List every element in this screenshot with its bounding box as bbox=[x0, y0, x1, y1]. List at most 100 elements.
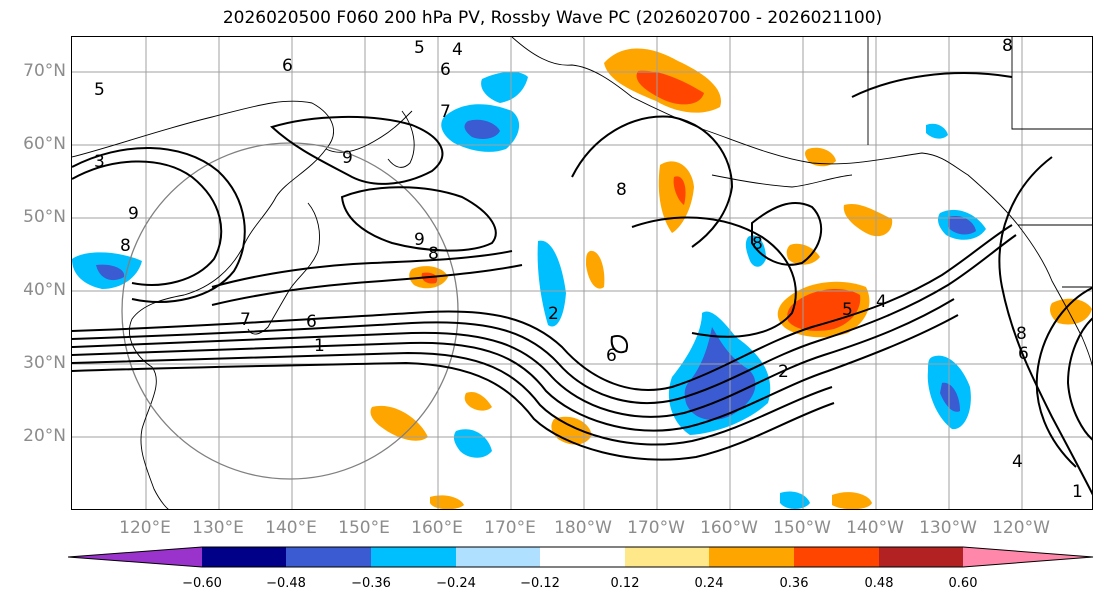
colorbar-segment bbox=[286, 547, 371, 567]
shade-pos-mid6 bbox=[805, 147, 836, 167]
lon-label-160w: 160°W bbox=[700, 518, 758, 538]
contour-label: 7 bbox=[440, 102, 451, 122]
lat-label-30n: 30°N bbox=[23, 353, 66, 373]
shade-neg-mid3 bbox=[453, 429, 492, 458]
shade-pos-mid3 bbox=[370, 405, 428, 441]
lon-label-180w: 180°W bbox=[554, 518, 612, 538]
contour-label: 5 bbox=[842, 300, 853, 320]
shade-neg-west-core bbox=[96, 264, 125, 281]
lat-label-20n: 20°N bbox=[23, 426, 66, 446]
graticule bbox=[72, 37, 1092, 509]
shade-pos-mid1 bbox=[843, 203, 893, 237]
shade-pos-mid7 bbox=[1050, 298, 1092, 325]
lon-label-120w: 120°W bbox=[992, 518, 1050, 538]
shade-neg-mid2-core bbox=[940, 382, 960, 412]
contour-label: 8 bbox=[752, 234, 763, 254]
shade-pos-mid9 bbox=[430, 495, 464, 509]
colorbar-segment bbox=[456, 547, 540, 567]
contour-label: 4 bbox=[876, 292, 887, 312]
colorbar-segment bbox=[794, 547, 879, 567]
contour-label: 6 bbox=[606, 346, 617, 366]
map-panel: 5 4 6 5 3 7 9 8 9 8 7 6 1 2 4 5 6 8 2 6 … bbox=[71, 36, 1093, 510]
lon-label-150w: 150°W bbox=[773, 518, 831, 538]
colorbar-extend-low bbox=[68, 547, 202, 567]
shade-pos-alaska-core bbox=[636, 70, 704, 105]
shade-neg-okhotsk-core bbox=[464, 119, 500, 139]
contour-label: 6 bbox=[1018, 344, 1029, 364]
lat-label-50n: 50°N bbox=[23, 207, 66, 227]
colorbar-tick: 0.24 bbox=[694, 576, 724, 591]
contour-label: 8 bbox=[1002, 37, 1013, 56]
colorbar-tick: −0.12 bbox=[520, 576, 560, 591]
colorbar-tick: −0.24 bbox=[436, 576, 476, 591]
colorbar-tick: −0.48 bbox=[266, 576, 306, 591]
contour-label: 2 bbox=[778, 362, 789, 382]
lon-label-120e: 120°E bbox=[119, 518, 171, 538]
lon-label-130w: 130°W bbox=[919, 518, 977, 538]
lat-label-60n: 60°N bbox=[23, 134, 66, 154]
shade-neg-mid1-core bbox=[948, 215, 976, 235]
map-title: 2026020500 F060 200 hPa PV, Rossby Wave … bbox=[222, 8, 883, 28]
contour-label: 5 bbox=[94, 80, 105, 100]
contour-label: 4 bbox=[452, 40, 463, 60]
lon-label-160e: 160°E bbox=[411, 518, 463, 538]
colorbar-segment bbox=[625, 547, 709, 567]
contour-label: 6 bbox=[306, 312, 317, 332]
contour-label: 1 bbox=[314, 336, 325, 356]
pv-contours bbox=[72, 72, 1092, 496]
colorbar-tick: −0.60 bbox=[182, 576, 222, 591]
colorbar-tick: 0.36 bbox=[779, 576, 809, 591]
colorbar-segment bbox=[371, 547, 456, 567]
colorbar bbox=[68, 546, 1094, 568]
contour-label: 1 bbox=[1072, 482, 1083, 502]
lon-label-170e: 170°E bbox=[484, 518, 536, 538]
shade-pos-mid4 bbox=[551, 416, 592, 445]
contour-label: 6 bbox=[440, 60, 451, 80]
contour-label: 8 bbox=[1016, 324, 1027, 344]
contour-label: 9 bbox=[342, 148, 353, 168]
shade-neg-mid5 bbox=[780, 491, 810, 509]
shade-neg-mid6 bbox=[926, 123, 948, 139]
lon-label-140w: 140°W bbox=[846, 518, 904, 538]
lon-label-130e: 130°E bbox=[192, 518, 244, 538]
lon-label-150e: 150°E bbox=[338, 518, 390, 538]
colorbar-tick: 0.12 bbox=[610, 576, 640, 591]
contour-label: 3 bbox=[94, 152, 105, 172]
pv-shading bbox=[72, 48, 1092, 509]
colorbar-segment bbox=[709, 547, 794, 567]
colorbar-tick: 0.48 bbox=[864, 576, 894, 591]
shade-pos-bering bbox=[658, 161, 694, 233]
lat-label-40n: 40°N bbox=[23, 280, 66, 300]
shade-pos-ridge-core bbox=[787, 289, 861, 331]
colorbar-segment bbox=[879, 547, 963, 567]
shade-pos-japan-core bbox=[421, 272, 438, 284]
contour-label-group: 5 4 6 5 3 7 9 8 9 8 7 6 1 2 4 5 6 8 2 6 … bbox=[94, 37, 1083, 502]
shade-pos-180 bbox=[586, 250, 605, 289]
map-svg: 5 4 6 5 3 7 9 8 9 8 7 6 1 2 4 5 6 8 2 6 … bbox=[72, 37, 1092, 509]
colorbar-tick: −0.36 bbox=[351, 576, 391, 591]
lat-label-70n: 70°N bbox=[23, 61, 66, 81]
colorbar-segment bbox=[540, 547, 625, 567]
contour-label: 4 bbox=[1012, 452, 1023, 472]
shade-neg-mid4 bbox=[745, 235, 766, 267]
lon-label-170w: 170°W bbox=[627, 518, 685, 538]
contour-label: 5 bbox=[414, 38, 425, 58]
shade-pos-bering-core bbox=[673, 176, 686, 205]
colorbar-tick: 0.60 bbox=[948, 576, 978, 591]
shade-neg-180 bbox=[537, 240, 566, 327]
contour-label: 9 bbox=[128, 204, 139, 224]
shade-pos-mid8 bbox=[832, 492, 872, 509]
contour-label: 7 bbox=[240, 310, 251, 330]
contour-label: 8 bbox=[428, 244, 439, 264]
shade-neg-siberia bbox=[481, 71, 528, 103]
contour-label: 9 bbox=[414, 230, 425, 250]
lon-label-140e: 140°E bbox=[265, 518, 317, 538]
colorbar-segment bbox=[202, 547, 286, 567]
colorbar-extend-high bbox=[963, 547, 1093, 567]
shade-pos-mid5 bbox=[464, 391, 492, 411]
contour-label: 8 bbox=[616, 180, 627, 200]
shade-neg-trough-core bbox=[684, 327, 756, 420]
contour-label: 6 bbox=[282, 56, 293, 76]
contour-label: 8 bbox=[120, 236, 131, 256]
contour-label: 2 bbox=[548, 304, 559, 324]
